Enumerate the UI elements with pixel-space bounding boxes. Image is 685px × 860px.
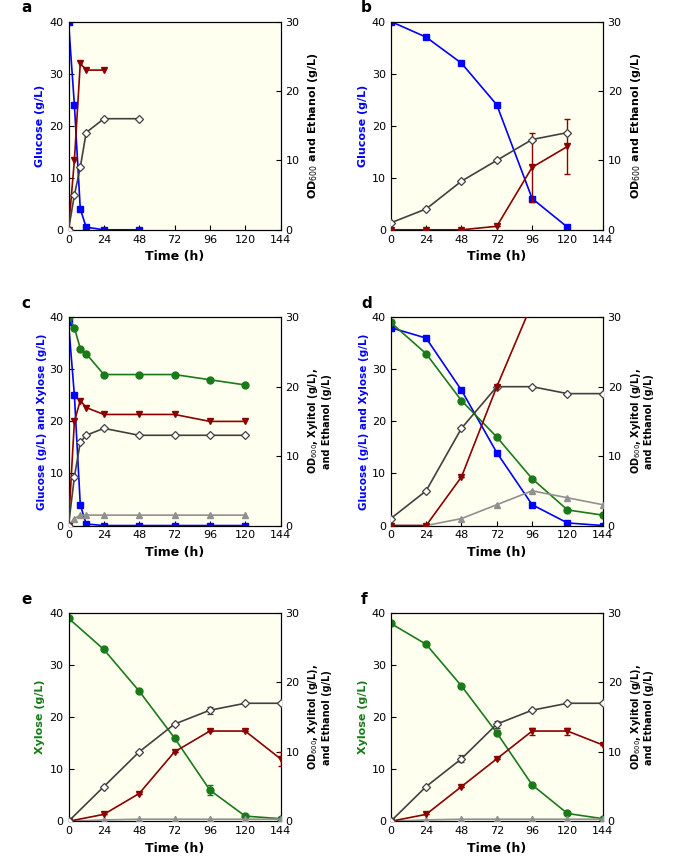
Text: d: d [361, 296, 372, 311]
Y-axis label: Xylose (g/L): Xylose (g/L) [36, 680, 45, 754]
X-axis label: Time (h): Time (h) [467, 546, 526, 559]
Text: a: a [22, 0, 32, 15]
Y-axis label: OD$_{600}$ and Ethanol (g/L): OD$_{600}$ and Ethanol (g/L) [306, 52, 321, 200]
Y-axis label: OD$_{600}$, Xylitol (g/L),
and Ethanol (g/L): OD$_{600}$, Xylitol (g/L), and Ethanol (… [629, 368, 654, 475]
Y-axis label: OD$_{600}$, Xylitol (g/L),
and Ethanol (g/L): OD$_{600}$, Xylitol (g/L), and Ethanol (… [306, 368, 332, 475]
X-axis label: Time (h): Time (h) [467, 250, 526, 263]
Y-axis label: OD$_{600}$, Xylitol (g/L),
and Ethanol (g/L): OD$_{600}$, Xylitol (g/L), and Ethanol (… [306, 664, 332, 771]
Y-axis label: Xylose (g/L): Xylose (g/L) [358, 680, 368, 754]
Text: f: f [361, 592, 368, 607]
Y-axis label: OD$_{600}$ and Ethanol (g/L): OD$_{600}$ and Ethanol (g/L) [629, 52, 643, 200]
X-axis label: Time (h): Time (h) [145, 842, 204, 855]
Y-axis label: Glucose (g/L): Glucose (g/L) [36, 84, 45, 167]
Text: b: b [361, 0, 372, 15]
X-axis label: Time (h): Time (h) [145, 250, 204, 263]
Text: e: e [22, 592, 32, 607]
Text: c: c [22, 296, 31, 311]
Y-axis label: Glucose (g/L) and Xylose (g/L): Glucose (g/L) and Xylose (g/L) [359, 333, 369, 510]
X-axis label: Time (h): Time (h) [467, 842, 526, 855]
Y-axis label: Glucose (g/L): Glucose (g/L) [358, 84, 368, 167]
X-axis label: Time (h): Time (h) [145, 546, 204, 559]
Y-axis label: OD$_{600}$, Xylitol (g/L),
and Ethanol (g/L): OD$_{600}$, Xylitol (g/L), and Ethanol (… [629, 664, 654, 771]
Y-axis label: Glucose (g/L) and Xylose (g/L): Glucose (g/L) and Xylose (g/L) [37, 333, 47, 510]
